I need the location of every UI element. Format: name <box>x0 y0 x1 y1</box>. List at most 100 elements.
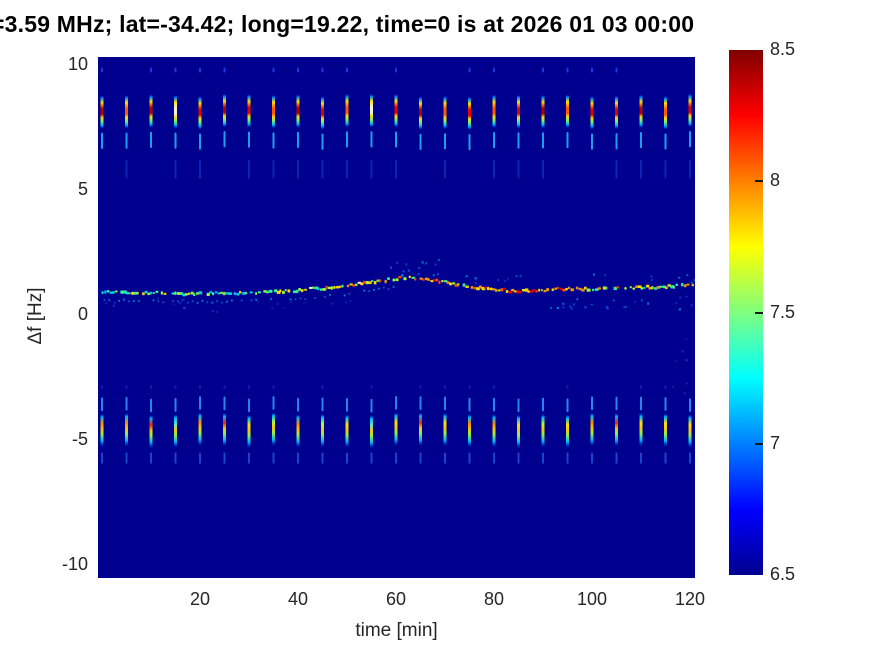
doppler-trace-dash <box>686 283 690 286</box>
colorbar-tick-label: 7.5 <box>770 301 796 322</box>
doppler-trace-secondary-dash <box>172 300 175 303</box>
top-sideband-streak <box>370 93 374 179</box>
speckle-dot <box>590 303 593 306</box>
doppler-trace-dash <box>220 291 224 294</box>
colorbar-tick-label: 8 <box>770 170 781 191</box>
doppler-trace-dash <box>457 283 460 286</box>
doppler-trace-dash <box>365 280 369 285</box>
doppler-trace-dash <box>570 288 575 292</box>
doppler-trace-dash <box>664 286 668 290</box>
speckle-dot <box>254 297 257 301</box>
speckle-dot <box>474 277 477 280</box>
doppler-trace-dash <box>645 284 650 288</box>
doppler-trace-dash <box>497 289 501 292</box>
doppler-trace-dash <box>632 287 636 290</box>
speckle-dot <box>401 274 404 277</box>
doppler-trace-dash <box>559 287 563 291</box>
bottom-sideband-streak <box>223 385 227 464</box>
doppler-trace-dash <box>244 291 248 295</box>
speckle-dot <box>504 280 507 282</box>
doppler-trace-dash <box>443 280 448 283</box>
doppler-trace-dash <box>298 288 302 291</box>
doppler-trace-dash <box>462 283 466 287</box>
doppler-trace-dash <box>578 287 582 291</box>
doppler-trace-dash <box>408 275 411 279</box>
doppler-trace-dash <box>465 285 469 289</box>
doppler-trace-dash <box>222 291 226 296</box>
doppler-trace-dash <box>543 289 547 293</box>
doppler-trace-dash <box>551 288 554 292</box>
doppler-trace-dash <box>255 292 258 295</box>
doppler-trace-dash <box>106 290 110 293</box>
top-sideband-streak <box>443 95 447 179</box>
doppler-trace-dash <box>508 290 513 294</box>
speckle-dot <box>183 306 186 310</box>
doppler-trace-secondary-dash <box>108 299 111 302</box>
bottom-sideband-streak <box>566 385 570 464</box>
doppler-trace-dash <box>449 282 452 286</box>
doppler-trace-dash <box>346 284 350 288</box>
speckle-dot <box>556 307 559 309</box>
top-sideband-streak <box>688 93 692 179</box>
speckle-dot <box>257 301 260 303</box>
doppler-trace-dash <box>268 289 273 293</box>
doppler-trace-dash <box>683 284 687 288</box>
doppler-trace-dash <box>529 289 534 293</box>
speckle-dot <box>113 301 116 304</box>
doppler-trace-dash <box>486 286 490 291</box>
doppler-trace-dash <box>637 285 642 288</box>
bottom-sideband-streak <box>688 398 692 464</box>
speckle-dot <box>396 261 399 264</box>
doppler-trace-dash <box>309 286 313 289</box>
speckle-dot <box>436 272 439 276</box>
doppler-trace-dash <box>546 287 550 292</box>
doppler-trace-dash <box>513 290 518 293</box>
top-sideband-streak <box>664 95 668 179</box>
colorbar-tick <box>755 311 763 314</box>
speckle-dot <box>173 303 176 306</box>
speckle-dot <box>507 278 509 281</box>
top-sideband-streak <box>272 67 276 179</box>
speckle-dot <box>438 259 440 262</box>
doppler-trace-dash <box>209 291 213 294</box>
doppler-trace-secondary-dash <box>328 293 331 296</box>
doppler-trace-secondary-dash <box>250 299 253 302</box>
bottom-sideband-streak <box>272 385 276 464</box>
speckle-dot <box>303 302 305 304</box>
doppler-trace-dash <box>424 277 429 281</box>
speckle-field <box>105 259 695 394</box>
doppler-trace-secondary-dash <box>176 300 179 303</box>
bottom-sideband-streak <box>419 385 423 464</box>
doppler-trace-secondary-dash <box>314 296 317 299</box>
doppler-trace-secondary-dash <box>225 300 228 303</box>
doppler-trace-dash <box>182 293 186 297</box>
doppler-trace-dash <box>128 292 131 295</box>
top-sideband-streak <box>590 67 594 150</box>
speckle-dot <box>681 350 684 353</box>
speckle-dot <box>282 307 285 309</box>
speckle-dot <box>157 297 159 300</box>
speckle-dot <box>345 301 348 304</box>
doppler-trace-dash <box>236 292 240 296</box>
speckle-dot <box>690 281 693 284</box>
doppler-trace-dash <box>672 285 675 289</box>
speckle-dot <box>584 307 587 309</box>
doppler-trace-dash <box>503 287 507 290</box>
doppler-trace-dash <box>338 285 342 288</box>
speckle-dot <box>562 306 565 309</box>
doppler-trace-dash <box>430 279 434 283</box>
doppler-trace-secondary-dash <box>137 300 140 303</box>
doppler-trace-dash <box>575 286 579 290</box>
x-tick-label: 40 <box>287 589 309 609</box>
doppler-trace-dash <box>532 289 536 292</box>
speckle-dot <box>647 302 650 305</box>
bottom-sideband-streak <box>664 385 668 464</box>
doppler-trace-dash <box>376 279 380 282</box>
doppler-trace-dash <box>441 280 444 283</box>
y-tick-label: 0 <box>77 304 88 324</box>
top-sideband-streak <box>100 67 104 150</box>
speckle-dot <box>675 360 678 362</box>
doppler-trace-dash <box>354 283 358 286</box>
speckle-dot <box>181 299 184 302</box>
doppler-trace-dash <box>379 279 382 283</box>
